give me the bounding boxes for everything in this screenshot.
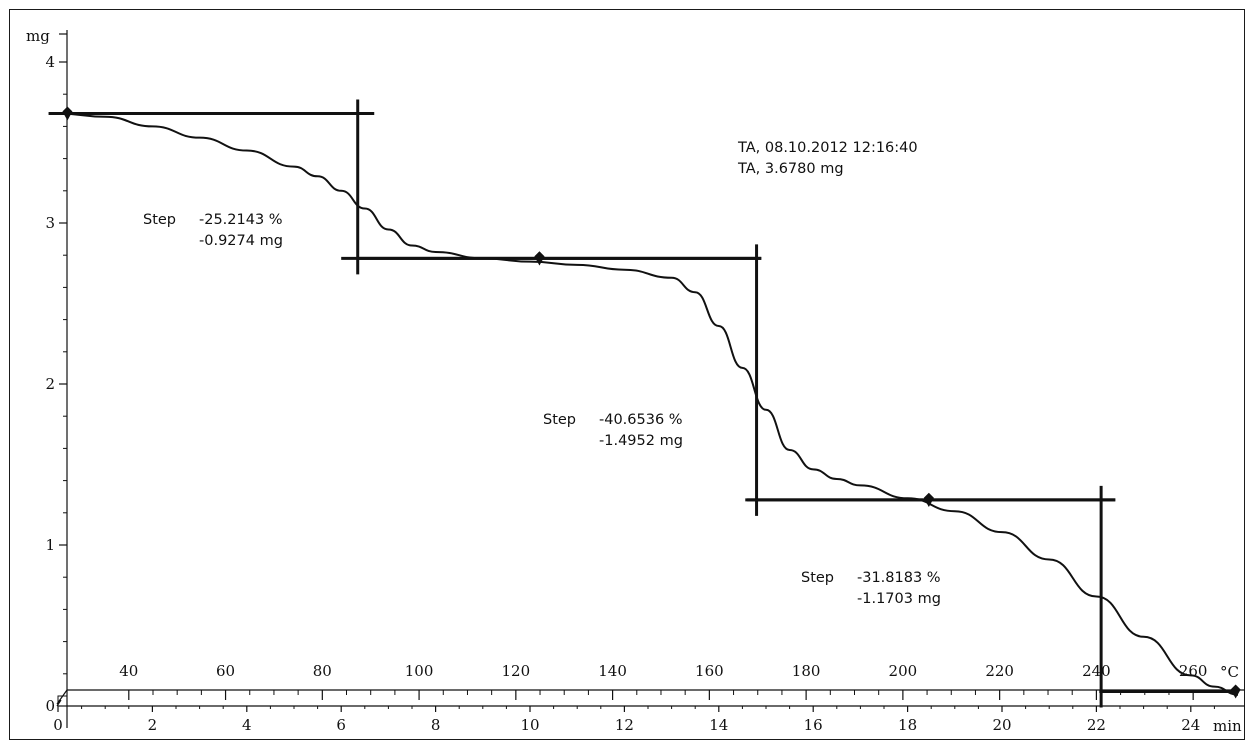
step-2-label: Step [543, 412, 576, 428]
temperature-tick-label: 120 [502, 662, 531, 680]
x-tick-label: 22 [1087, 716, 1106, 734]
temperature-tick-label: 140 [598, 662, 627, 680]
temperature-unit-label: °C [1220, 663, 1239, 681]
step-3-point-end [1230, 684, 1241, 699]
temperature-tick-label: 60 [216, 662, 235, 680]
temperature-tick-label: 80 [313, 662, 332, 680]
temperature-tick-label: 240 [1082, 662, 1111, 680]
y-tick-label: 1 [45, 536, 55, 554]
x-tick-label: 20 [992, 716, 1011, 734]
temperature-tick-label: 200 [889, 662, 918, 680]
step-1-percent: -25.2143 % [199, 212, 283, 228]
temperature-tick-label: 260 [1179, 662, 1208, 680]
x-tick-label: 16 [804, 716, 823, 734]
step-3-mass: -1.1703 mg [857, 591, 941, 607]
step-1-label: Step [143, 212, 176, 228]
x-tick-label: 10 [520, 716, 539, 734]
x-tick-label: 8 [431, 716, 441, 734]
mass-curve [57, 112, 1239, 696]
temperature-tick-label: 180 [792, 662, 821, 680]
plot-frame [9, 9, 1245, 740]
x-unit-label: min [1213, 717, 1242, 735]
x-tick-label: 6 [336, 716, 346, 734]
y-tick-label: 3 [45, 214, 55, 232]
y-tick-label: 0 [45, 697, 55, 715]
step-2-mass: -1.4952 mg [599, 433, 683, 449]
step-1-mass: -0.9274 mg [199, 233, 283, 249]
temperature-tick-label: 100 [405, 662, 434, 680]
temperature-tick-label: 40 [119, 662, 138, 680]
x-tick-label: 0 [53, 716, 63, 734]
step-2-percent: -40.6536 % [599, 412, 683, 428]
temperature-tick-label: 220 [985, 662, 1014, 680]
step-2-point-start [534, 251, 545, 266]
step-1-point-start [62, 106, 73, 121]
x-tick-label: 2 [148, 716, 158, 734]
temperature-tick-label: 160 [695, 662, 724, 680]
x-tick-label: 14 [709, 716, 728, 734]
info-line-1: TA, 08.10.2012 12:16:40 [737, 140, 918, 156]
y-tick-label: 2 [45, 375, 55, 393]
info-line-2: TA, 3.6780 mg [737, 161, 844, 177]
y-unit-label: mg [26, 27, 50, 45]
step-3-label: Step [801, 570, 834, 586]
step-3-percent: -31.8183 % [857, 570, 941, 586]
axis-break-box [57, 695, 68, 707]
x-tick-label: 24 [1181, 716, 1200, 734]
x-tick-label: 4 [242, 716, 252, 734]
step-3-point-start [923, 492, 934, 507]
x-tick-label: 18 [898, 716, 917, 734]
x-tick-label: 12 [615, 716, 634, 734]
y-tick-label: 4 [45, 53, 55, 71]
